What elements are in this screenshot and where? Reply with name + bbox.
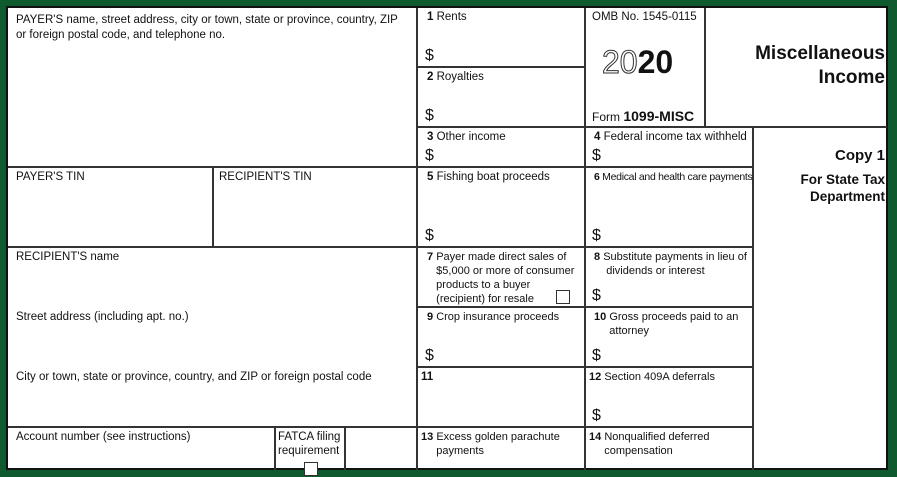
- box-12-label[interactable]: 12 Section 409A deferrals: [589, 371, 715, 383]
- street-address-label[interactable]: Street address (including apt. no.): [16, 311, 189, 323]
- box-13-label[interactable]: 13 Excess golden parachute payments: [421, 431, 560, 457]
- divider: [752, 127, 754, 470]
- box-2-label[interactable]: 2 Royalties: [427, 71, 484, 83]
- box-6-label[interactable]: 6 Medical and health care payments: [594, 171, 753, 183]
- box-6-dollar: $: [592, 227, 601, 244]
- account-number-label[interactable]: Account number (see instructions): [16, 431, 191, 443]
- box-11-label[interactable]: 11: [421, 371, 434, 383]
- box-12-dollar: $: [592, 407, 601, 424]
- omb-number: OMB No. 1545-0115: [592, 11, 697, 23]
- box-8-dollar: $: [592, 287, 601, 304]
- fatca-checkbox[interactable]: [304, 462, 318, 476]
- recipient-tin-label[interactable]: RECIPIENT'S TIN: [219, 171, 312, 183]
- box-8-label[interactable]: 8 Substitute payments in lieu of dividen…: [594, 251, 747, 277]
- form-paper: [6, 6, 888, 470]
- divider: [212, 167, 214, 247]
- box-7-checkbox[interactable]: [556, 290, 570, 304]
- form-number: 1099-MISC: [623, 108, 695, 124]
- divider: [8, 166, 753, 168]
- copy-description: For State Tax Department: [800, 171, 885, 205]
- tax-year: 2020: [602, 44, 674, 81]
- form-name: Form 1099-MISC: [592, 109, 694, 124]
- box-4-dollar: $: [592, 147, 601, 164]
- copy-desc-1: For State Tax: [800, 172, 885, 187]
- payer-tin-label[interactable]: PAYER'S TIN: [16, 171, 85, 183]
- box-3-dollar: $: [425, 147, 434, 164]
- divider: [344, 427, 346, 470]
- box-10-dollar: $: [592, 347, 601, 364]
- divider: [417, 126, 887, 128]
- fatca-label: FATCA filing: [278, 431, 341, 443]
- divider: [584, 8, 586, 470]
- box-14-label[interactable]: 14 Nonqualified deferred compensation: [589, 431, 710, 457]
- payer-info-label[interactable]: PAYER'S name, street address, city or to…: [16, 14, 398, 26]
- city-label[interactable]: City or town, state or province, country…: [16, 371, 372, 383]
- box-5-label[interactable]: 5 Fishing boat proceeds: [427, 171, 550, 183]
- divider: [8, 246, 753, 248]
- divider: [416, 8, 418, 470]
- year-outline: 20: [602, 44, 639, 81]
- year-bold: 20: [637, 44, 674, 80]
- box-3-label[interactable]: 3 Other income: [427, 131, 506, 143]
- box-1-label[interactable]: 1 Rents: [427, 11, 467, 23]
- title-line-1: Miscellaneous: [755, 43, 885, 64]
- box-4-label[interactable]: 4 Federal income tax withheld: [594, 131, 747, 143]
- form-word: Form: [592, 110, 620, 124]
- divider: [417, 66, 585, 68]
- box-1-dollar: $: [425, 47, 434, 64]
- box-9-label[interactable]: 9 Crop insurance proceeds: [427, 311, 560, 323]
- fatca-label-2: requirement: [278, 445, 340, 457]
- divider: [417, 366, 753, 368]
- box-5-dollar: $: [425, 227, 434, 244]
- divider: [8, 426, 753, 428]
- title-line-2: Income: [818, 67, 885, 88]
- copy-desc-2: Department: [809, 189, 885, 204]
- box-10-label[interactable]: 10 Gross proceeds paid to an attorney: [594, 311, 739, 337]
- divider: [274, 427, 276, 470]
- form-title: Miscellaneous Income: [755, 42, 885, 90]
- payer-info-label-2: or foreign postal code, and telephone no…: [16, 29, 226, 41]
- box-2-dollar: $: [425, 107, 434, 124]
- recipient-name-label[interactable]: RECIPIENT'S name: [16, 251, 120, 263]
- box-7-label[interactable]: 7 Payer made direct sales of $5,000 or m…: [427, 251, 575, 305]
- divider: [417, 306, 753, 308]
- copy-label: Copy 1: [834, 147, 885, 164]
- box-9-dollar: $: [425, 347, 434, 364]
- divider: [704, 8, 706, 128]
